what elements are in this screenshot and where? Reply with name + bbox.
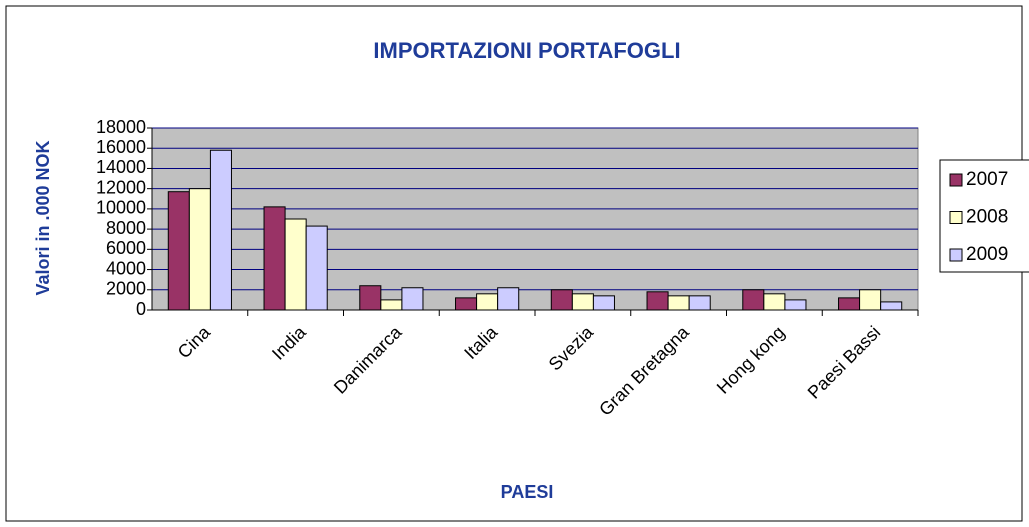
bar	[838, 297, 861, 311]
bar	[784, 299, 807, 311]
bar	[497, 287, 520, 311]
bar	[880, 301, 903, 311]
y-tick-label: 2000	[106, 279, 146, 299]
bar	[380, 299, 403, 311]
y-tick-label: 6000	[106, 238, 146, 258]
legend-label: 2009	[966, 244, 1008, 265]
y-tick-label: 0	[136, 299, 146, 319]
legend-swatch	[949, 173, 963, 187]
legend-swatch	[949, 211, 963, 224]
legend-swatch	[949, 248, 963, 262]
y-tick-label: 4000	[106, 258, 146, 278]
y-axis-title: Valori in .000 NOK	[33, 140, 53, 295]
bar	[646, 291, 669, 311]
y-tick-label: 18000	[96, 117, 146, 137]
y-tick-label: 10000	[96, 198, 146, 218]
bar	[688, 295, 711, 311]
bar	[284, 218, 307, 311]
bar	[592, 295, 615, 311]
bar	[667, 295, 690, 311]
bar	[305, 225, 328, 311]
bar	[188, 188, 211, 311]
legend-label: 2008	[966, 207, 1008, 228]
bar	[859, 289, 882, 311]
x-axis-title: PAESI	[501, 482, 554, 502]
chart-title: IMPORTAZIONI PORTAFOGLI	[373, 38, 680, 63]
bar	[209, 149, 232, 311]
y-tick-label: 12000	[96, 177, 146, 197]
bar	[550, 289, 573, 311]
bar	[167, 191, 190, 311]
bar	[263, 206, 286, 311]
bar	[359, 285, 382, 311]
y-tick-label: 8000	[106, 218, 146, 238]
y-tick-label: 14000	[96, 157, 146, 177]
bar	[401, 287, 424, 311]
legend-label: 2007	[966, 169, 1008, 190]
bar	[455, 297, 478, 311]
bar	[742, 289, 765, 311]
bar	[763, 293, 786, 311]
bar	[571, 293, 594, 311]
bar	[476, 293, 499, 311]
y-tick-label: 16000	[96, 137, 146, 157]
